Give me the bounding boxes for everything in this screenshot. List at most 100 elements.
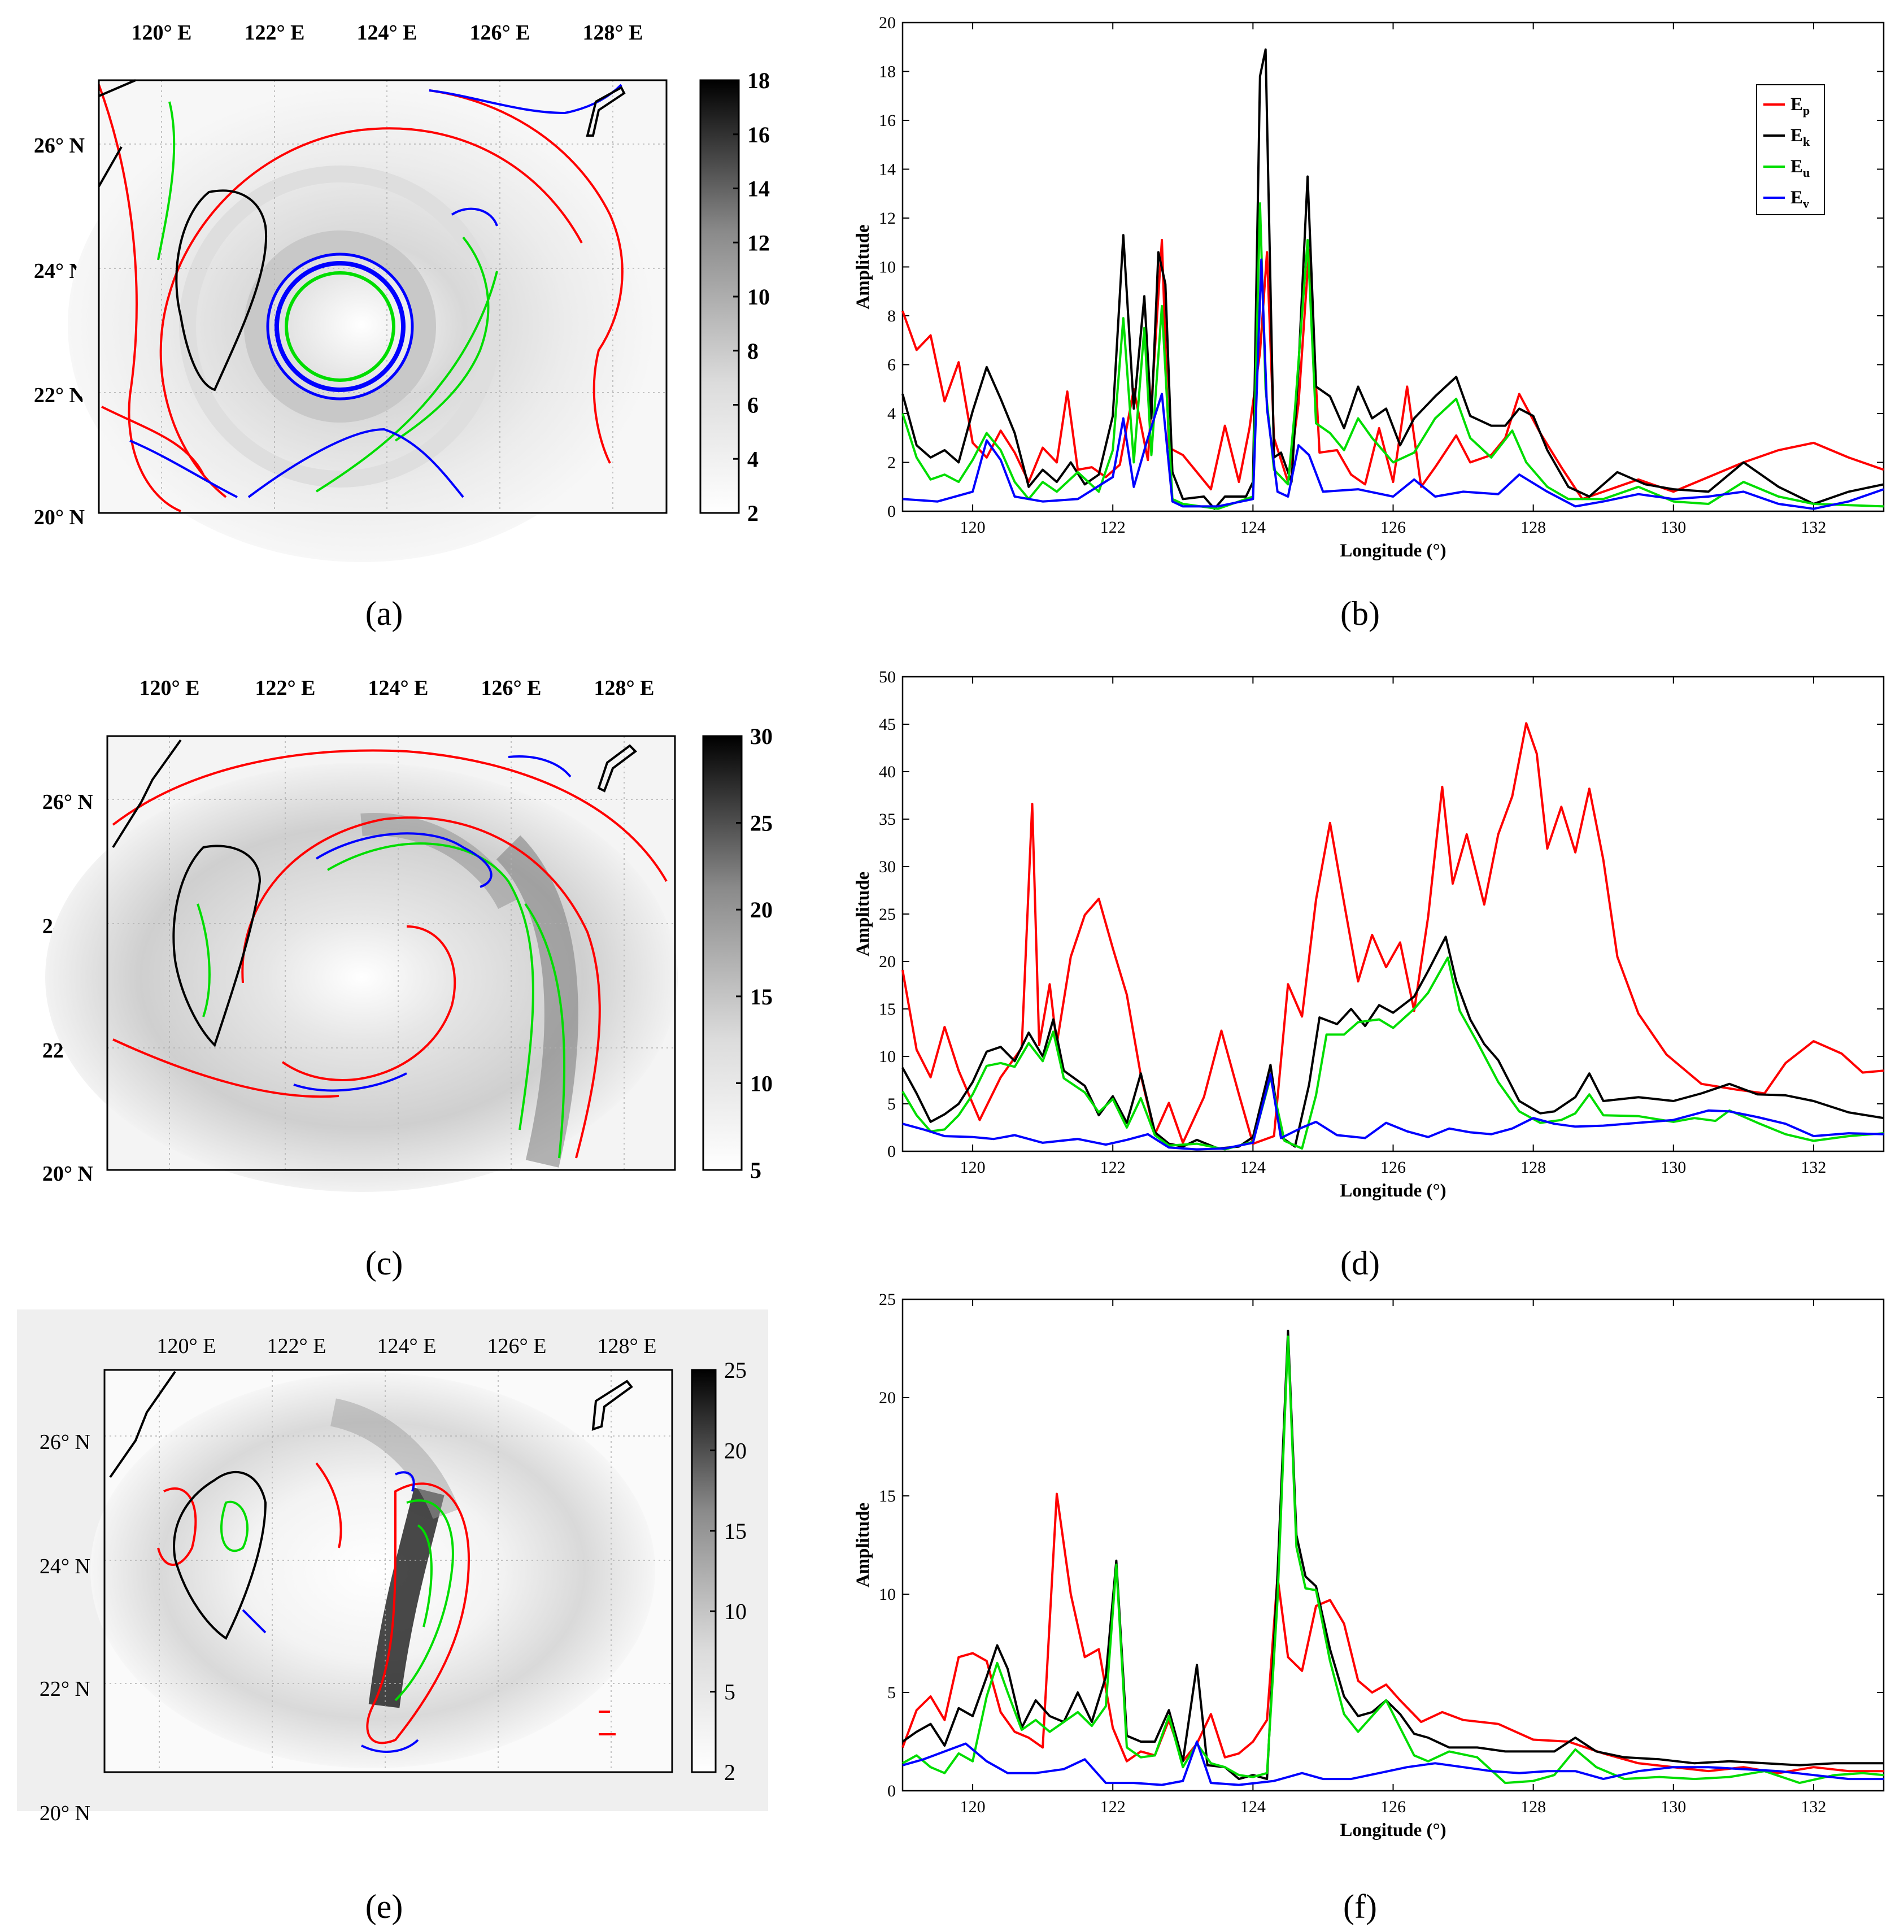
y-tick-label: 5 — [887, 1095, 896, 1113]
legend-label: Eu — [1790, 156, 1810, 180]
map-gridlines — [99, 80, 666, 513]
rainband-shading — [330, 1398, 460, 1520]
y-tick-label: 4 — [887, 404, 896, 423]
legend-label-sub: v — [1803, 197, 1809, 211]
y-tick-label: 10 — [879, 1047, 896, 1066]
colorbar-tick-label: 25 — [750, 811, 773, 836]
colorbar-tick-label: 15 — [750, 984, 773, 1009]
panel-label-c: (c) — [365, 1245, 403, 1282]
taiwan-coastline — [172, 845, 262, 1047]
y-tick-label: 25 — [879, 905, 896, 924]
rainband-shading — [360, 813, 519, 910]
colorbar-tick-label: 14 — [747, 176, 770, 202]
contour-lines — [157, 1462, 616, 1753]
y-axis-label: Amplitude — [853, 872, 873, 956]
x-axis-label: Longitude (°) — [1340, 1820, 1446, 1840]
island-coastline — [597, 744, 638, 793]
x-tick-label: 132 — [1801, 1158, 1826, 1177]
series-line-Eu — [901, 956, 1884, 1151]
map-panel-e: 120° E 122° E 124° E 126° E 128° E 26° N… — [17, 1309, 768, 1825]
panel-label-d: (d) — [1340, 1245, 1380, 1282]
amplitude-chart-f: 120 122 124 126 128 130 132 0 5 10 15 20 25 Longitude… — [853, 1290, 1885, 1840]
colorbar — [699, 79, 740, 514]
legend-label-base: E — [1790, 94, 1803, 115]
island-coastline — [591, 1380, 633, 1431]
y-tick-label: 40 — [879, 763, 896, 781]
colorbar-tick-label: 18 — [747, 68, 770, 93]
y-tick-label: 14 — [879, 160, 896, 179]
y-tick-label: 35 — [879, 810, 896, 829]
series-line-Ev — [902, 258, 1884, 510]
map-frame — [103, 1369, 673, 1773]
colorbar-tick-label: 16 — [747, 122, 770, 147]
lat-label: 26° N — [42, 790, 93, 814]
y-tick-label: 20 — [879, 14, 896, 32]
y-tick-label: 10 — [879, 1585, 896, 1604]
y-tick-label: 16 — [879, 111, 896, 130]
amplitude-chart-b: 120 122 124 126 128 130 132 0 2 4 6 8 10 12 14 16 18 20 Lo… — [853, 14, 1885, 561]
series-line-Eu — [902, 1335, 1884, 1785]
lon-label: 122° E — [255, 676, 315, 700]
y-tick-label: 20 — [879, 1389, 896, 1407]
x-tick-label: 132 — [1801, 1798, 1826, 1816]
colorbar-tick-label: 6 — [747, 393, 759, 418]
map-panel-c: 120° E 122° E 124° E 126° E 128° E 26° N… — [42, 676, 773, 1192]
contour-lines — [112, 749, 668, 1159]
y-tick-label: 5 — [887, 1683, 896, 1702]
lon-label: 124° E — [377, 1334, 437, 1358]
lon-label: 124° E — [368, 676, 428, 700]
x-tick-label: 122 — [1100, 1798, 1126, 1816]
legend-label-base: E — [1790, 125, 1803, 146]
colorbar-tick-label: 30 — [750, 724, 773, 749]
colorbar-tick-label: 15 — [724, 1518, 747, 1544]
colorbar-tick-label: 20 — [724, 1438, 747, 1463]
colorbar-tick-label: 4 — [747, 446, 759, 472]
x-tick-label: 130 — [1661, 518, 1686, 537]
map-frame — [106, 735, 676, 1171]
y-tick-label: 0 — [887, 1142, 896, 1161]
lon-label: 122° E — [267, 1334, 326, 1358]
y-tick-label: 45 — [879, 715, 896, 734]
colorbar-tick-label: 2 — [747, 501, 759, 526]
legend-label: Ev — [1790, 188, 1809, 211]
lat-label: 26° N — [34, 134, 85, 158]
lon-label: 126° E — [469, 21, 530, 45]
x-tick-label: 126 — [1380, 1158, 1406, 1177]
y-tick-label: 10 — [879, 258, 896, 277]
colorbar-tick-label: 5 — [724, 1679, 735, 1705]
lat-label: 20° N — [40, 1802, 90, 1825]
y-tick-label: 0 — [887, 502, 896, 521]
y-tick-label: 20 — [879, 952, 896, 971]
lat-label: 20° N — [42, 1162, 93, 1186]
y-tick-label: 15 — [879, 1487, 896, 1505]
series-line-Ev — [902, 1073, 1884, 1151]
colorbar-tick-label: 10 — [724, 1599, 747, 1624]
x-tick-label: 128 — [1520, 1158, 1546, 1177]
lon-label: 128° E — [598, 1334, 657, 1358]
panel-label-e: (e) — [365, 1888, 403, 1925]
x-tick-label: 122 — [1100, 518, 1126, 537]
lat-label: 20° N — [34, 506, 85, 529]
taiwan-coastline — [173, 1470, 267, 1640]
colorbar-tick-label: 12 — [747, 230, 770, 255]
rainband-shading — [368, 1487, 445, 1708]
china-coastline — [109, 1370, 176, 1478]
series-line-Ep — [901, 1492, 1884, 1774]
y-tick-label: 12 — [879, 209, 896, 228]
panel-label-a: (a) — [365, 595, 403, 632]
lat-label: 22° N — [40, 1677, 90, 1701]
colorbar-tick-label: 10 — [750, 1071, 773, 1096]
y-tick-label: 50 — [879, 668, 896, 686]
y-axis-label: Amplitude — [853, 1503, 873, 1587]
legend-label: Ep — [1790, 94, 1810, 118]
legend-label-sub: u — [1803, 166, 1810, 180]
lat-label: 24° N — [40, 1555, 90, 1578]
y-tick-label: 0 — [887, 1782, 896, 1800]
legend-label: Ek — [1790, 125, 1810, 149]
wind-field-shading — [68, 88, 655, 562]
legend-label-base: E — [1790, 156, 1803, 177]
colorbar-tick-label: 10 — [747, 284, 770, 310]
legend-label-base: E — [1790, 188, 1803, 208]
